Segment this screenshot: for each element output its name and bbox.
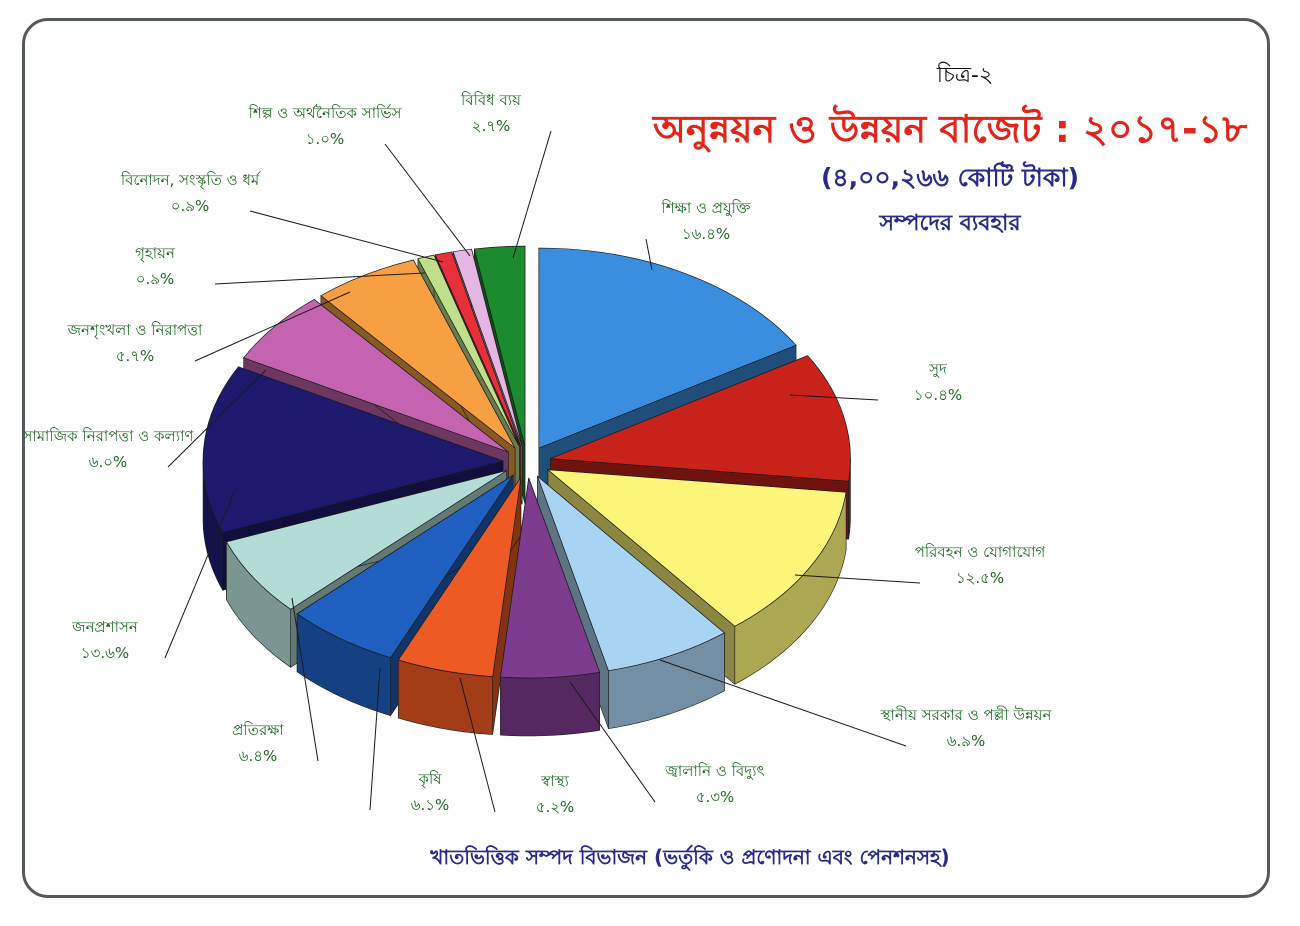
slice-label-name: গৃহায়ন <box>135 244 176 263</box>
slice-label-value: ১২.৫% <box>956 569 1004 587</box>
chart-subtitle: (৪,০০,২৬৬ কোটি টাকা) <box>820 163 1080 192</box>
pie-slice-top <box>397 477 522 677</box>
leader-line <box>164 489 236 659</box>
slice-label-value: ৬.১% <box>411 796 450 814</box>
slice-label-name: শিক্ষা ও প্রযুক্তি <box>661 199 751 217</box>
slice-label-name: জ্বালানি ও বিদ্যুৎ <box>664 762 764 780</box>
pie-slice-top <box>473 245 526 447</box>
pie-slice-wall <box>500 671 600 737</box>
slice-label-1: সুদ ১০.৪% <box>789 360 962 404</box>
chart-subtitle-2: সম্পদের ব্যবহার <box>879 211 1021 236</box>
figure-number: চিত্র-২ <box>936 63 994 88</box>
slice-label-value: ৬.৯% <box>947 732 986 750</box>
slice-label-name: স্বাস্থ্য <box>540 772 569 790</box>
pie-slice-top <box>417 254 520 447</box>
leader-line <box>789 394 879 401</box>
slice-label-name: কৃষি <box>417 770 442 789</box>
pie-slice-top <box>538 247 797 449</box>
leader-line <box>214 272 426 285</box>
slice-label-name: পরিবহন ও যোগাযোগ <box>915 543 1047 561</box>
slice-label-name: প্রতিরক্ষা <box>232 721 284 739</box>
slice-label-name: জনপ্রশাসন <box>71 618 139 636</box>
slice-label-5: স্বাস্থ্য ৫.২% <box>459 677 575 816</box>
pie-slice-top <box>296 474 514 659</box>
pie-slice-top <box>320 259 516 449</box>
pie-labels: শিক্ষা ও প্রযুক্তি ১৬.৪% সুদ ১০.৪% পরিবহন ও … <box>21 91 1052 816</box>
leader-line <box>167 369 267 468</box>
leader-line <box>794 574 921 584</box>
slice-label-name: বিনোদন, সংস্কৃতি ও ধর্ম <box>120 171 262 190</box>
chart-title: অনুন্নয়ন ও উন্নয়ন বাজেট : ২০১৭-১৮ <box>652 107 1248 151</box>
chart-footer: খাতভিত্তিক সম্পদ বিভাজন (ভর্তুকি ও প্রণো… <box>430 845 950 869</box>
slice-label-7: প্রতিরক্ষা ৬.৪% <box>232 597 319 765</box>
leader-line <box>459 677 496 813</box>
slice-label-value: ০.৯% <box>136 270 175 288</box>
pie-slice-top <box>550 355 851 482</box>
slice-label-6: কৃষি ৬.১% <box>369 667 450 814</box>
slice-label-name: সুদ <box>928 360 948 378</box>
slice-label-value: ৬.০% <box>89 453 128 471</box>
slice-label-value: ০.৯% <box>171 197 210 215</box>
leader-line <box>569 681 656 803</box>
slice-label-10: জনশৃংখলা ও নিরাপত্তা ৫.৭% <box>67 291 351 365</box>
pie-slice-4 <box>500 477 601 737</box>
slice-label-value: ১০.৪% <box>914 386 962 404</box>
leader-line <box>249 210 444 263</box>
slice-label-11: গৃহায়ন ০.৯% <box>135 244 426 288</box>
slice-label-4: জ্বালানি ও বিদ্যুৎ ৫.৩% <box>569 681 765 806</box>
slice-label-0: শিক্ষা ও প্রযুক্তি ১৬.৪% <box>645 199 751 271</box>
slice-label-value: ৫.৭% <box>116 347 155 365</box>
slice-label-value: ৬.৪% <box>239 747 278 765</box>
slice-label-9: সামাজিক নিরাপত্তা ও কল্যাণ ৬.০% <box>21 369 267 471</box>
slice-label-14: বিবিধ ব্যয় ২.৭% <box>460 91 552 259</box>
slice-label-value: ১.০% <box>306 130 345 148</box>
pie-slice-top <box>500 477 601 679</box>
slice-label-value: ৫.৩% <box>696 788 735 806</box>
leader-line <box>369 667 381 811</box>
pie-slice-top <box>202 366 505 533</box>
pie-slice-top <box>434 251 522 447</box>
slice-label-value: ২.৭% <box>472 117 511 135</box>
slice-label-8: জনপ্রশাসন ১৩.৬% <box>71 489 236 662</box>
leader-line <box>291 597 319 762</box>
pie-slice-top <box>452 248 523 447</box>
pie-slices <box>202 245 851 737</box>
leader-line <box>512 130 552 259</box>
pie-slice-5 <box>397 476 522 735</box>
pie-slice-top <box>536 475 726 672</box>
slice-label-value: ১৩.৬% <box>81 644 129 662</box>
leader-line <box>194 291 351 362</box>
leader-line <box>645 238 653 271</box>
slice-label-12: বিনোদন, সংস্কৃতি ও ধর্ম ০.৯% <box>120 171 444 263</box>
pie-slice-top <box>225 470 507 610</box>
slice-label-name: শিল্প ও অর্থনৈতিক সার্ভিস <box>248 104 403 122</box>
pie-slice-top <box>546 469 847 627</box>
slice-label-3: স্থানীয় সরকার ও পল্লী উন্নয়ন ৬.৯% <box>659 659 1053 750</box>
slice-label-name: জনশৃংখলা ও নিরাপত্তা <box>67 321 203 339</box>
slice-label-value: ৫.২% <box>536 798 575 816</box>
pie-slice-top <box>243 299 509 453</box>
leader-line <box>659 659 907 747</box>
leader-line <box>384 143 471 257</box>
slice-label-name: স্থানীয় সরকার ও পল্লী উন্নয়ন <box>880 706 1053 724</box>
slice-label-13: শিল্প ও অর্থনৈতিক সার্ভিস ১.০% <box>248 104 471 257</box>
slice-label-name: বিবিধ ব্যয় <box>460 91 522 109</box>
slice-label-2: পরিবহন ও যোগাযোগ ১২.৫% <box>794 543 1047 587</box>
slice-label-name: সামাজিক নিরাপত্তা ও কল্যাণ <box>21 427 194 445</box>
slice-label-value: ১৬.৪% <box>682 225 730 243</box>
